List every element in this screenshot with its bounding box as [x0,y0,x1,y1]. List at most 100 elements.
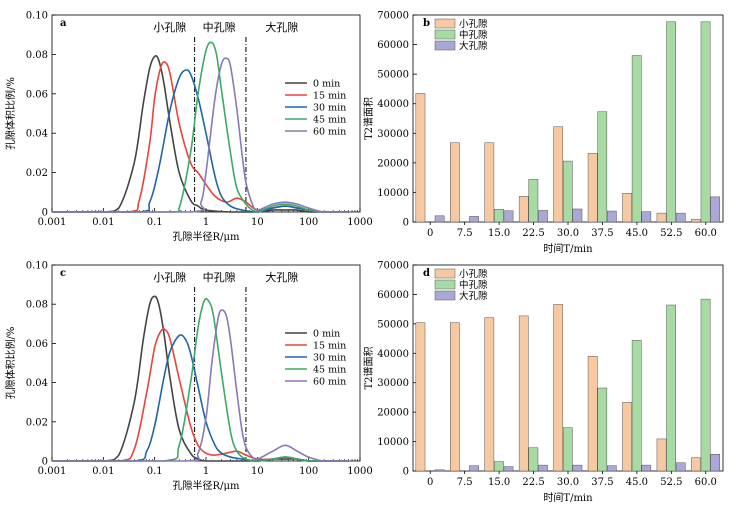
bar-大孔隙-7.5 [469,465,479,472]
y-tick-label: 50000 [377,319,409,330]
y-axis-label: T2谱面积 [362,97,375,140]
y-tick-label: 10000 [377,188,409,199]
y-tick-label: 50000 [377,70,409,81]
y-axis-label: T2谱面积 [362,346,375,389]
legend-label: 60 min [313,127,346,138]
x-tick-label: 60.0 [695,228,717,239]
y-tick-label: 10000 [377,437,409,448]
x-tick-label: 0 [427,228,433,239]
legend-swatch [434,40,456,51]
x-tick-label: 0 [427,477,433,488]
x-tick-label: 52.5 [660,477,682,488]
x-tick-label: 60.0 [695,477,717,488]
bar-小孔隙-0 [415,322,426,472]
y-tick-label: 0 [42,457,48,468]
x-tick-label: 0.001 [38,466,67,477]
x-tick-label: 45.0 [626,477,648,488]
bar-中孔隙-15.0 [494,461,504,472]
bar-中孔隙-45.0 [631,55,642,223]
y-tick-label: 20000 [377,408,409,419]
legend-label: 30 min [313,103,346,114]
legend-label: 15 min [313,91,346,102]
x-tick-label: 7.5 [457,477,473,488]
bar-中孔隙-60.0 [700,21,711,223]
bar-大孔隙-7.5 [469,216,479,223]
y-tick-label: 0.04 [26,378,48,389]
legend-label: 45 min [313,115,346,126]
x-tick-label: 30.0 [557,477,579,488]
legend-swatch [434,29,456,40]
x-tick-label: 0.001 [38,217,67,228]
bar-中孔隙-30.0 [562,427,573,472]
legend-label: 小孔隙 [459,18,488,30]
legend-label: 大孔隙 [459,40,488,52]
x-tick-label: 7.5 [457,228,473,239]
series-line-0-min [52,55,349,213]
bar-大孔隙-37.5 [606,210,617,223]
series-line-60-min [52,57,349,213]
legend-label: 0 min [313,79,340,90]
bar-中孔隙-15.0 [494,209,504,223]
y-tick-label: 0.08 [26,300,48,311]
legend-label: 0 min [313,329,340,340]
series-line-45-min [52,41,349,213]
y-tick-label: 0.08 [26,50,48,61]
bar-中孔隙-37.5 [597,387,608,472]
y-tick-label: 60000 [377,290,409,301]
bar-大孔隙-22.5 [538,210,548,223]
legend-label: 45 min [313,365,346,376]
legend-label: 大孔隙 [459,290,488,302]
y-tick-label: 70000 [377,261,409,272]
legend-label: 中孔隙 [459,279,488,291]
y-tick-label: 20000 [377,158,409,169]
bar-中孔隙-45.0 [631,340,642,472]
bar-大孔隙-45.0 [641,211,652,223]
bar-小孔隙-37.5 [587,153,598,223]
bar-大孔隙-52.5 [675,212,686,223]
x-axis-label: 时间T/min [543,491,593,504]
x-axis-label: 时间T/min [543,242,593,255]
series-line-30-min [52,334,349,462]
y-tick-label: 60000 [377,40,409,51]
y-tick-label: 70000 [377,11,409,22]
bar-小孔隙-52.5 [656,212,667,223]
bar-小孔隙-52.5 [656,438,667,472]
series-line-30-min [52,69,349,213]
bar-中孔隙-37.5 [597,111,608,223]
y-tick-label: 0.04 [26,129,48,140]
bar-大孔隙-60.0 [710,196,721,223]
bar-小孔隙-45.0 [622,193,632,223]
bar-中孔隙-52.5 [666,21,676,223]
bar-中孔隙-30.0 [562,160,573,223]
bar-小孔隙-60.0 [691,457,701,472]
y-tick-label: 0 [403,218,409,229]
bar-小孔隙-15.0 [484,142,495,223]
bar-大孔隙-45.0 [641,464,652,472]
x-tick-label: 100 [299,217,318,228]
legend-label: 小孔隙 [459,268,488,280]
x-tick-label: 0.01 [92,217,114,228]
region-label: 大孔隙 [265,20,298,34]
bar-小孔隙-22.5 [518,315,529,472]
legend-label: 30 min [313,353,346,364]
y-tick-label: 0 [42,208,48,219]
x-tick-label: 37.5 [591,228,613,239]
x-tick-label: 22.5 [522,228,544,239]
bar-大孔隙-15.0 [503,466,514,472]
x-tick-label: 10 [251,217,264,228]
y-tick-label: 0.06 [26,339,48,350]
bar-大孔隙-60.0 [710,453,721,472]
panel-label: d [423,268,430,279]
y-axis-label: 孔隙体积比例/% [4,327,17,400]
bar-小孔隙-30.0 [553,304,564,472]
bar-大孔隙-30.0 [572,464,583,472]
legend-label: 中孔隙 [459,29,488,41]
x-tick-label: 45.0 [626,228,648,239]
x-axis-label: 孔隙半径R/μm [173,479,240,492]
series-line-0-min [52,295,349,462]
series-line-60-min [52,309,349,462]
x-tick-label: 15.0 [488,228,510,239]
x-tick-label: 10 [251,466,264,477]
x-tick-label: 100 [299,466,318,477]
